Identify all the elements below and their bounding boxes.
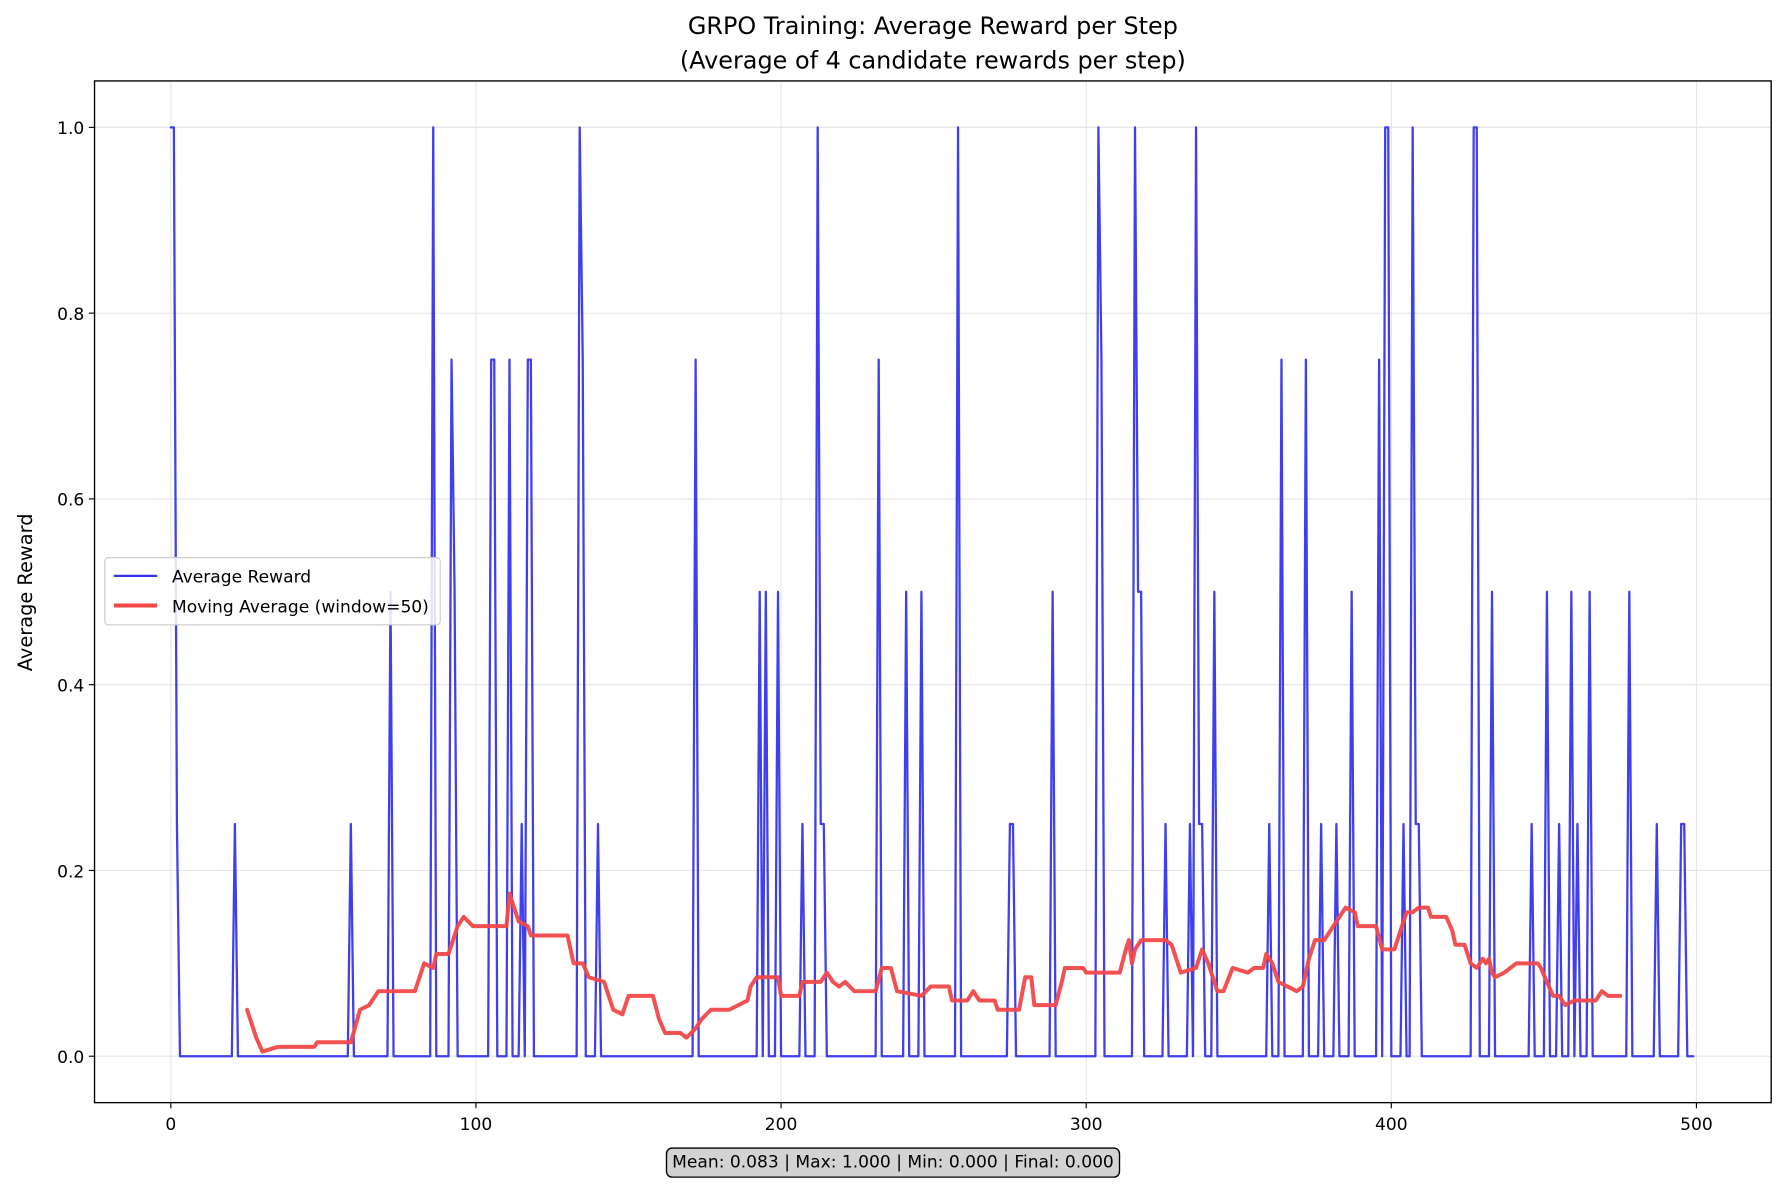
- x-tick-label: 300: [1070, 1115, 1103, 1135]
- chart-title: GRPO Training: Average Reward per Step: [688, 12, 1178, 40]
- legend-box: [104, 557, 441, 626]
- y-tick-label: 0.6: [57, 491, 84, 511]
- legend-label: Moving Average (window=50): [172, 597, 429, 617]
- y-tick-label: 0.0: [57, 1048, 84, 1068]
- stats-box: [665, 1147, 1121, 1178]
- stats-text: Mean: 0.083 | Max: 1.000 | Min: 0.000 | …: [672, 1153, 1114, 1173]
- series-line: [169, 126, 1695, 1058]
- x-tick-label: 500: [1680, 1115, 1713, 1135]
- y-axis-label: Average Reward: [14, 513, 37, 671]
- y-tick-label: 0.2: [57, 862, 84, 882]
- x-tick-label: 100: [460, 1115, 493, 1135]
- series-line: [245, 891, 1623, 1054]
- chart-subtitle: (Average of 4 candidate rewards per step…: [680, 46, 1186, 74]
- plot-frame: [93, 80, 1772, 1104]
- x-tick-label: 0: [165, 1115, 176, 1135]
- x-tick-label: 400: [1375, 1115, 1408, 1135]
- legend: Average Reward Moving Average (window=50): [104, 557, 441, 626]
- y-tick-label: 1.0: [57, 119, 84, 139]
- y-tick-label: 0.4: [57, 677, 84, 697]
- x-tick-label: 200: [765, 1115, 798, 1135]
- legend-label: Average Reward: [172, 568, 311, 588]
- y-tick-label: 0.8: [57, 305, 84, 325]
